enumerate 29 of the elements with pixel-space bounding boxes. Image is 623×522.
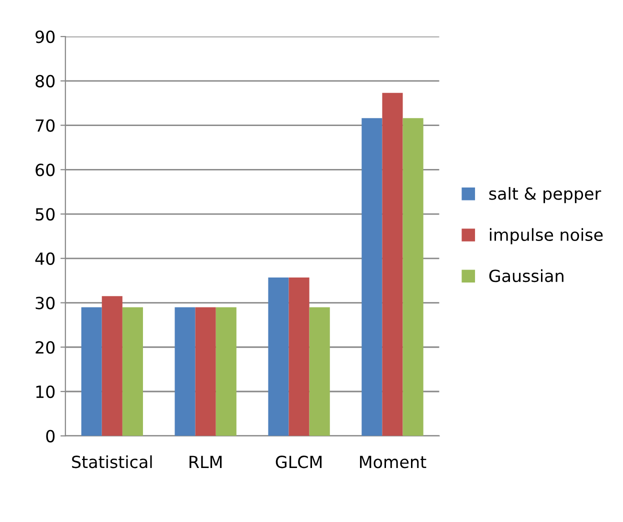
x-tick-label: RLM bbox=[190, 456, 222, 468]
y-tick-label: 40 bbox=[35, 252, 55, 265]
y-tick-label: 90 bbox=[36, 30, 55, 44]
bar bbox=[174, 307, 196, 436]
bar bbox=[402, 118, 424, 436]
legend-label: salt & pepper bbox=[489, 187, 602, 204]
bar bbox=[102, 296, 122, 436]
bar bbox=[268, 277, 289, 436]
y-tick-label: 60 bbox=[36, 164, 55, 176]
bar bbox=[288, 277, 310, 436]
y-tick-label: 20 bbox=[36, 341, 55, 354]
y-tick-label: 50 bbox=[36, 208, 55, 221]
bar bbox=[216, 307, 236, 436]
y-tick-label: 10 bbox=[36, 385, 55, 398]
bar bbox=[195, 307, 216, 436]
y-tick-label: 70 bbox=[36, 119, 55, 132]
x-tick-label: Statistical bbox=[72, 455, 152, 468]
legend-label: Gaussian bbox=[489, 269, 564, 282]
legend-label: impulse noise bbox=[490, 228, 603, 244]
y-tick-label: 0 bbox=[46, 430, 55, 442]
bar bbox=[309, 307, 330, 436]
x-tick-label: GLCM bbox=[276, 456, 322, 468]
x-tick-label: Moment bbox=[360, 456, 426, 468]
bar bbox=[81, 307, 102, 436]
y-tick-label: 80 bbox=[36, 74, 55, 88]
y-tick-label: 30 bbox=[36, 296, 55, 310]
bar bbox=[122, 307, 143, 436]
bar bbox=[382, 92, 403, 436]
bar bbox=[362, 118, 382, 436]
